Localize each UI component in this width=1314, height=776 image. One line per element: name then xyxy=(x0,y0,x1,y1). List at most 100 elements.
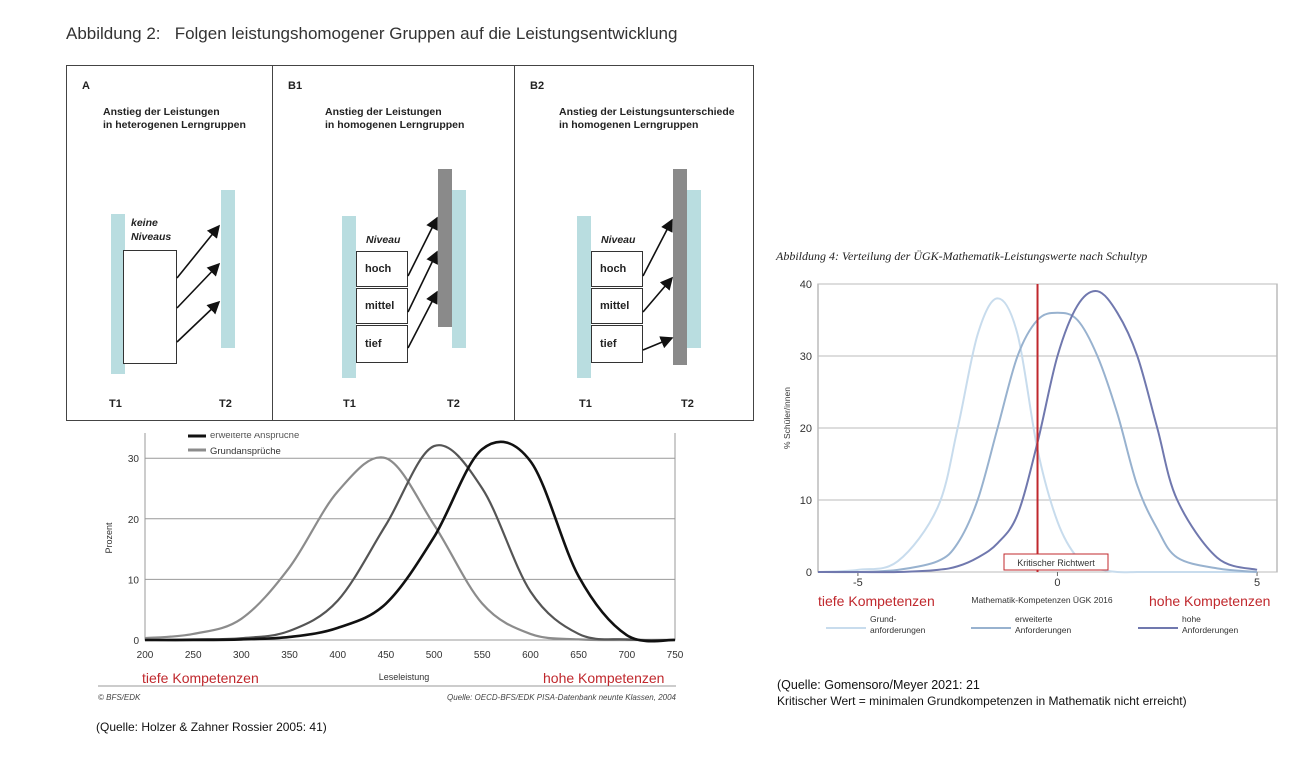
panel-title: Anstieg der Leistungen in heterogenen Le… xyxy=(103,106,246,132)
y-axis-label: % Schüler/innen xyxy=(782,387,792,449)
series-line xyxy=(817,297,1258,574)
y-tick-label: 30 xyxy=(128,454,140,465)
legend-label: anforderungen xyxy=(870,625,926,635)
legend-label: erweiterte Ansprüche xyxy=(210,430,299,441)
low-competence-label: tiefe Kompetenzen xyxy=(818,593,935,609)
source-left: (Quelle: Holzer & Zahner Rossier 2005: 4… xyxy=(96,720,327,734)
panel-title-line: Anstieg der Leistungsunterschiede xyxy=(559,106,735,118)
diagram-panels: A Anstieg der Leistungen in heterogenen … xyxy=(66,65,754,421)
legend-label: Grund- xyxy=(870,614,897,624)
niveau-label: Niveau xyxy=(366,234,401,246)
t1-label: T1 xyxy=(109,398,122,410)
x-tick-label: 250 xyxy=(185,650,202,661)
level-box: hoch xyxy=(356,251,408,287)
box-label: keine xyxy=(131,217,158,229)
t2-dark-bar xyxy=(438,169,452,327)
x-tick-label: 350 xyxy=(281,650,298,661)
series-line xyxy=(817,290,1258,574)
x-tick-label: 0 xyxy=(1054,577,1060,589)
source-right-line1: (Quelle: Gomensoro/Meyer 2021: 21 xyxy=(777,678,980,692)
x-tick-label: 200 xyxy=(137,650,154,661)
panel-title: Anstieg der Leistungsunterschiede in hom… xyxy=(559,106,735,132)
y-tick-label: 0 xyxy=(133,636,139,647)
panel-label: B2 xyxy=(530,80,545,92)
y-tick-label: 10 xyxy=(800,495,812,507)
x-tick-label: 500 xyxy=(426,650,443,661)
t2-bar xyxy=(687,190,701,348)
t1-bar xyxy=(342,216,356,378)
footer-right: Quelle: OECD-BFS/EDK PISA-Datenbank neun… xyxy=(447,693,677,702)
pisa-reading-chart: 0 10 20 30 200 250 300 350 400 450 500 550 600 650 700… xyxy=(98,424,698,702)
footer-left: © BFS/EDK xyxy=(98,693,141,702)
level-box: mittel xyxy=(591,288,643,324)
x-tick-label: 550 xyxy=(474,650,491,661)
legend-label: Anforderungen xyxy=(1015,625,1072,635)
niveau-label: Niveau xyxy=(601,234,636,246)
y-tick-label: 20 xyxy=(128,515,140,526)
source-right-line2: Kritischer Wert = minimalen Grundkompete… xyxy=(777,694,1187,708)
level-box: tief xyxy=(356,325,408,363)
t1-bar xyxy=(111,214,125,374)
panel-title-line: in homogenen Lerngruppen xyxy=(559,119,699,131)
x-axis-label: Mathematik-Kompetenzen ÜGK 2016 xyxy=(971,595,1113,605)
arrows xyxy=(407,216,438,349)
x-tick-label: 300 xyxy=(233,650,250,661)
panel-separator xyxy=(514,66,515,420)
legend-label: hohe xyxy=(1182,614,1201,624)
high-competence-label: hohe Kompetenzen xyxy=(1149,593,1271,609)
arrows xyxy=(642,218,674,351)
t2-bar xyxy=(221,190,235,348)
x-tick-label: 450 xyxy=(378,650,395,661)
level-box: mittel xyxy=(356,288,408,324)
panel-title-line: Anstieg der Leistungen xyxy=(103,106,220,118)
t1-label: T1 xyxy=(343,398,356,410)
t1-bar xyxy=(577,216,591,378)
low-competence-label: tiefe Kompetenzen xyxy=(142,670,259,686)
t2-label: T2 xyxy=(219,398,232,410)
x-tick-label: 700 xyxy=(618,650,635,661)
high-competence-label: hohe Kompetenzen xyxy=(543,670,665,686)
y-tick-label: 0 xyxy=(806,567,812,579)
t1-label: T1 xyxy=(579,398,592,410)
box-label: Niveaus xyxy=(131,231,172,243)
y-axis-label: Prozent xyxy=(104,522,114,554)
panel-title-line: in homogenen Lerngruppen xyxy=(325,119,465,131)
t2-label: T2 xyxy=(681,398,694,410)
panel-label: A xyxy=(82,80,90,92)
t2-dark-bar xyxy=(673,169,687,365)
ugk-math-chart: 0 10 20 30 40 -5 0 5 % Schüler/innen Mathematik-K… xyxy=(782,279,1278,635)
x-tick-label: -5 xyxy=(853,577,863,589)
t2-bar xyxy=(452,190,466,348)
x-tick-label: 5 xyxy=(1254,577,1260,589)
panel-title-line: Anstieg der Leistungen xyxy=(325,106,442,118)
y-tick-label: 30 xyxy=(800,351,812,363)
x-tick-label: 600 xyxy=(522,650,539,661)
x-tick-label: 650 xyxy=(570,650,587,661)
level-box: hoch xyxy=(591,251,643,287)
y-tick-label: 40 xyxy=(800,279,812,291)
heterogeneous-group-box xyxy=(123,250,177,364)
legend-label: Anforderungen xyxy=(1182,625,1239,635)
panel-title: Anstieg der Leistungen in homogenen Lern… xyxy=(325,106,464,132)
legend-clip xyxy=(98,424,698,433)
x-tick-label: 750 xyxy=(667,650,684,661)
panel-separator xyxy=(272,66,273,420)
critical-label: Kritischer Richtwert xyxy=(1017,558,1095,568)
y-tick-label: 20 xyxy=(800,423,812,435)
series-line xyxy=(144,444,676,642)
legend-label: erweiterte xyxy=(1015,614,1053,624)
t2-label: T2 xyxy=(447,398,460,410)
series-line xyxy=(817,311,1258,574)
panel-title-line: in heterogenen Lerngruppen xyxy=(103,119,246,131)
level-box: tief xyxy=(591,325,643,363)
critical-label-box xyxy=(1003,553,1109,571)
arrows xyxy=(176,224,221,343)
y-tick-label: 10 xyxy=(128,575,140,586)
legend-label: Grundansprüche xyxy=(210,446,281,457)
series-line xyxy=(144,456,676,642)
chart-title: Abbildung 4: Verteilung der ÜGK-Mathemat… xyxy=(776,249,1148,263)
panel-label: B1 xyxy=(288,80,303,92)
page-title: Abbildung 2: Folgen leistungshomogener G… xyxy=(66,24,678,43)
x-tick-label: 400 xyxy=(329,650,346,661)
series-line xyxy=(144,440,676,643)
